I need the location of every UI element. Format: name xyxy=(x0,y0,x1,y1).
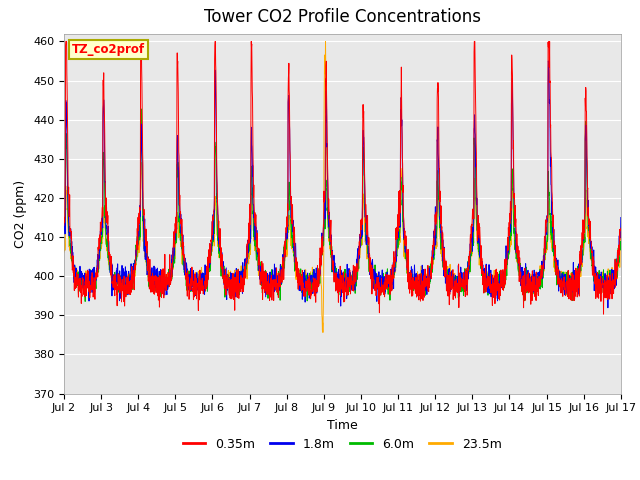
Legend: 0.35m, 1.8m, 6.0m, 23.5m: 0.35m, 1.8m, 6.0m, 23.5m xyxy=(178,433,507,456)
Text: TZ_co2prof: TZ_co2prof xyxy=(72,43,145,56)
Y-axis label: CO2 (ppm): CO2 (ppm) xyxy=(15,180,28,248)
Title: Tower CO2 Profile Concentrations: Tower CO2 Profile Concentrations xyxy=(204,9,481,26)
X-axis label: Time: Time xyxy=(327,419,358,432)
